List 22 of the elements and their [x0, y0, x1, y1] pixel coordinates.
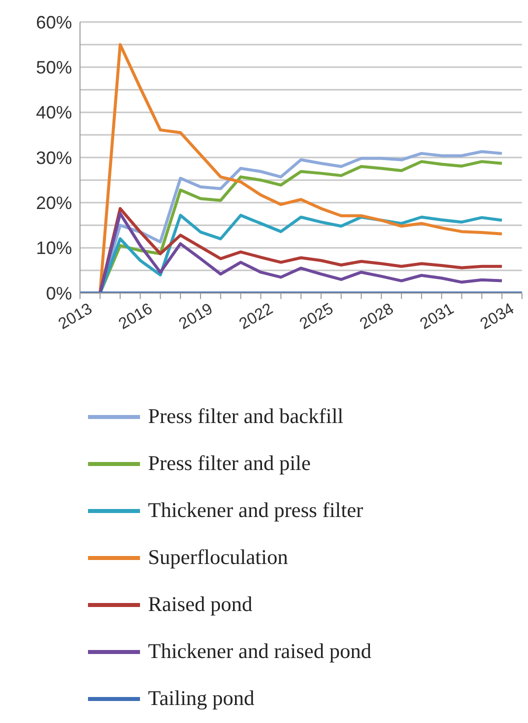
x-tick-label: 2028 [357, 300, 397, 334]
y-tick-label: 20% [36, 193, 72, 214]
y-tick-label: 40% [36, 102, 72, 123]
y-tick-label: 30% [36, 148, 72, 168]
y-tick-label: 0% [46, 283, 72, 304]
legend-label: Press filter and pile [148, 451, 311, 476]
legend-label: Thickener and raised pond [148, 639, 372, 664]
x-tick-label: 2025 [296, 300, 336, 334]
legend-label: Superfloculation [148, 545, 288, 570]
legend-label: Press filter and backfill [148, 404, 344, 429]
y-tick-label: 50% [36, 58, 72, 78]
x-tick-label: 2031 [418, 300, 457, 334]
x-tick-label: 2013 [56, 300, 96, 334]
x-tick-label: 2022 [236, 300, 276, 334]
x-tick-label: 2034 [478, 300, 518, 334]
legend-label: Raised pond [148, 592, 252, 617]
y-tick-label: 10% [36, 238, 72, 258]
y-tick-label: 60% [36, 12, 72, 32]
x-tick-label: 2019 [176, 300, 216, 334]
legend-label: Tailing pond [148, 686, 254, 711]
x-tick-label: 2016 [116, 300, 156, 334]
legend-label: Thickener and press filter [148, 498, 364, 523]
